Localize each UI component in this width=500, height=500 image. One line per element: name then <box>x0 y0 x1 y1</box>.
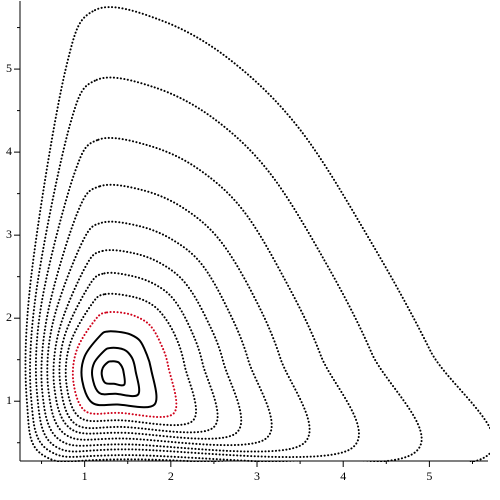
y-tick-label: 1 <box>6 393 12 407</box>
orbit <box>34 136 360 459</box>
orbit <box>24 6 490 462</box>
x-tick-label: 1 <box>82 469 88 483</box>
x-tick-label: 5 <box>426 469 432 483</box>
y-tick-label: 2 <box>6 310 12 324</box>
y-tick-label: 4 <box>6 144 12 158</box>
orbit <box>46 220 273 447</box>
x-tick-label: 2 <box>168 469 174 483</box>
orbit <box>80 330 158 409</box>
orbit <box>100 360 126 387</box>
orbit <box>91 346 141 398</box>
plot-area <box>24 6 490 462</box>
y-tick-label: 3 <box>6 227 12 241</box>
orbit <box>52 249 243 440</box>
orbit <box>58 271 219 434</box>
x-tick-label: 3 <box>254 469 260 483</box>
orbit <box>71 310 178 418</box>
orbit <box>29 76 423 462</box>
y-tick-label: 5 <box>6 61 12 75</box>
orbit <box>64 292 198 427</box>
orbit <box>40 183 311 453</box>
x-tick-label: 4 <box>340 469 346 483</box>
